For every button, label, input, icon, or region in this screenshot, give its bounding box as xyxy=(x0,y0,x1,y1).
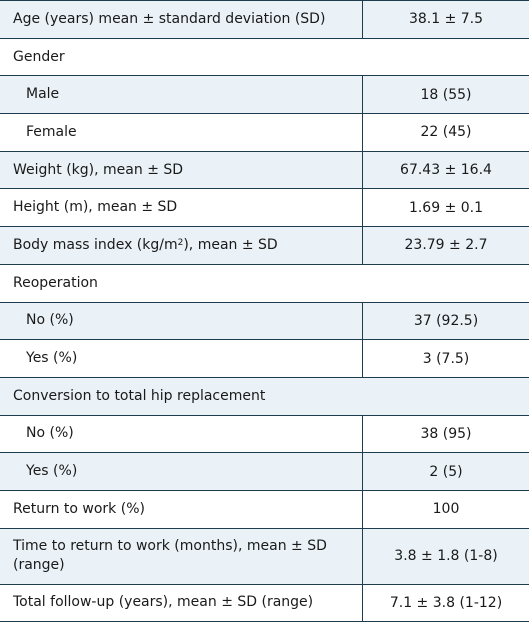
table-row-conversion-yes: Yes (%) 2 (5) xyxy=(0,453,529,491)
row-value: 1.69 ± 0.1 xyxy=(362,189,529,227)
row-label: Total follow-up (years), mean ± SD (rang… xyxy=(13,594,314,611)
row-label: Yes (%) xyxy=(26,350,78,367)
table-row-follow-up: Total follow-up (years), mean ± SD (rang… xyxy=(0,584,529,623)
table-row-section-gender: Gender xyxy=(0,38,529,77)
row-label: Height (m), mean ± SD xyxy=(13,199,178,216)
bmi-label-text: Body mass index (kg/m xyxy=(13,236,178,253)
table-row-reoperation-yes: Yes (%) 3 (7.5) xyxy=(0,340,529,378)
row-value: 22 (45) xyxy=(362,114,529,151)
row-label: Weight (kg), mean ± SD xyxy=(13,161,184,178)
table-row-height: Height (m), mean ± SD 1.69 ± 0.1 xyxy=(0,189,529,228)
row-label: Yes (%) xyxy=(26,463,78,480)
bmi-label-superscript: 2 xyxy=(177,237,184,248)
row-label: Return to work (%) xyxy=(13,500,145,517)
section-heading: Conversion to total hip replacement xyxy=(13,387,266,404)
row-value: 18 (55) xyxy=(362,76,529,114)
table-row-male: Male 18 (55) xyxy=(0,76,529,115)
row-value: 23.79 ± 2.7 xyxy=(362,227,529,264)
table-row-return-to-work: Return to work (%) 100 xyxy=(0,490,529,529)
row-value: 7.1 ± 3.8 (1-12) xyxy=(362,584,529,622)
table-row-bmi: Body mass index (kg/m2), mean ± SD 23.79… xyxy=(0,227,529,265)
row-value: 37 (92.5) xyxy=(362,302,529,340)
table-row-reoperation-no: No (%) 37 (92.5) xyxy=(0,302,529,341)
bmi-label-text-end: ), mean ± SD xyxy=(183,236,278,253)
row-value: 100 xyxy=(362,490,529,528)
row-label: Time to return to work (months), mean ± … xyxy=(13,538,327,574)
row-value: 3 (7.5) xyxy=(362,340,529,377)
row-label: Age (years) mean ± standard deviation (S… xyxy=(13,10,326,27)
row-label: Male xyxy=(26,86,60,103)
row-label: No (%) xyxy=(26,425,74,442)
row-label: No (%) xyxy=(26,312,74,329)
section-heading: Reoperation xyxy=(13,274,98,291)
row-value: 3.8 ± 1.8 (1-8) xyxy=(362,528,529,584)
table-row-conversion-no: No (%) 38 (95) xyxy=(0,415,529,454)
section-heading: Gender xyxy=(13,48,65,65)
table-row-section-reoperation: Reoperation xyxy=(0,264,529,303)
row-value: 2 (5) xyxy=(362,453,529,490)
table-row-age: Age (years) mean ± standard deviation (S… xyxy=(0,1,529,39)
table-row-female: Female 22 (45) xyxy=(0,114,529,152)
table-row-time-to-return: Time to return to work (months), mean ± … xyxy=(0,528,529,585)
row-label: Female xyxy=(26,123,77,140)
row-value: 38 (95) xyxy=(362,415,529,453)
row-value: 38.1 ± 7.5 xyxy=(362,1,529,38)
row-value: 67.43 ± 16.4 xyxy=(362,151,529,189)
table-row-weight: Weight (kg), mean ± SD 67.43 ± 16.4 xyxy=(0,151,529,190)
table-row-section-conversion: Conversion to total hip replacement xyxy=(0,377,529,416)
row-label: Body mass index (kg/m2), mean ± SD xyxy=(0,236,362,255)
